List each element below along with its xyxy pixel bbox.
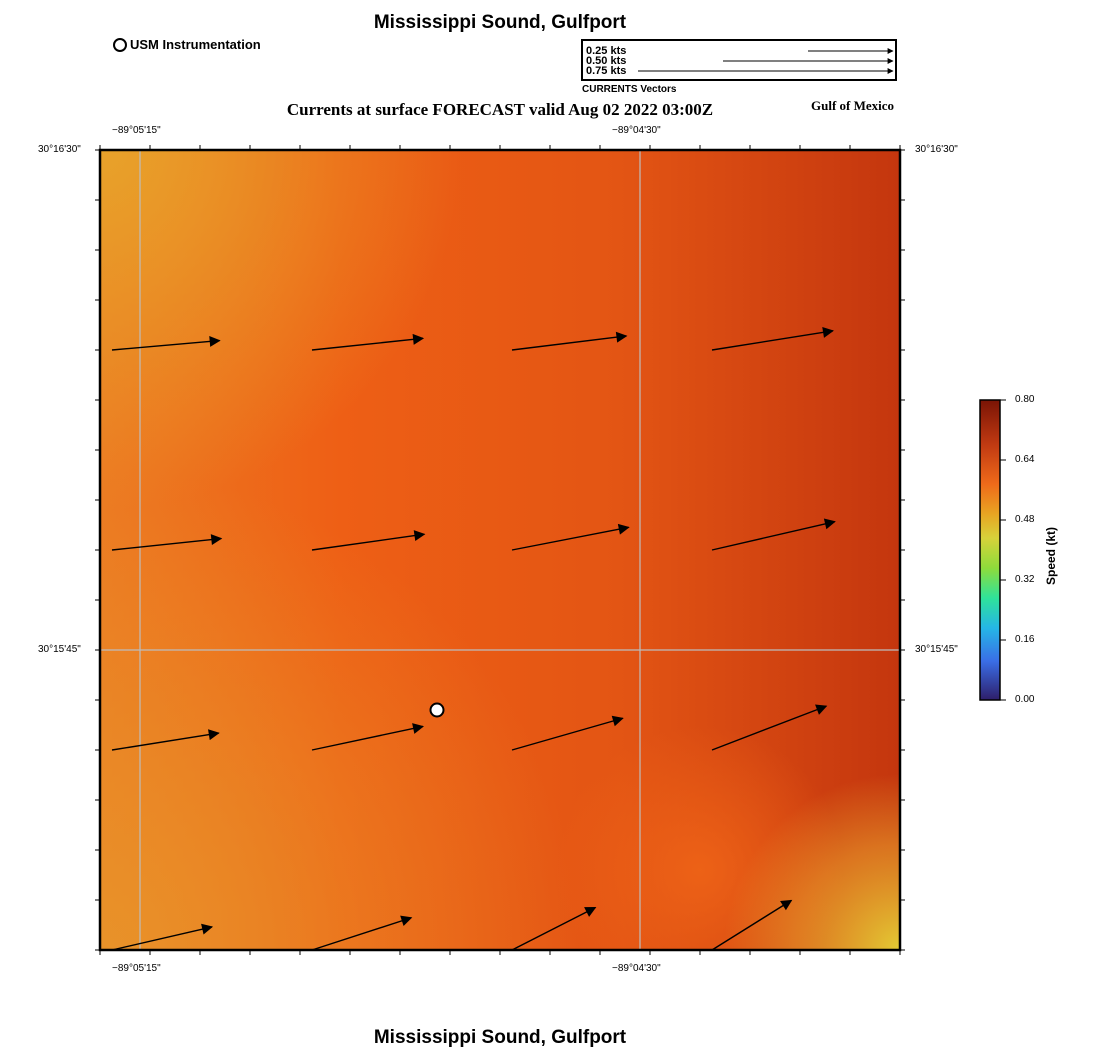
current-vector bbox=[111, 335, 221, 351]
colorbar-tick-label: 0.16 bbox=[1015, 634, 1035, 645]
station-legend-label: USM Instrumentation bbox=[130, 37, 261, 52]
current-vector bbox=[711, 518, 836, 551]
vector-legend-label-1: 0.25 kts bbox=[586, 45, 627, 57]
current-vector bbox=[111, 534, 223, 551]
colorbar bbox=[979, 399, 1006, 701]
current-vector bbox=[311, 333, 425, 351]
current-vector bbox=[311, 915, 413, 951]
current-map[interactable] bbox=[90, 140, 910, 960]
right-lat-label-2: 30°15'45" bbox=[915, 644, 958, 655]
colorbar-tick-label: 0.32 bbox=[1015, 574, 1035, 585]
colorbar-title: Speed (kt) bbox=[1044, 526, 1058, 585]
station-legend: USM Instrumentation bbox=[113, 37, 313, 53]
left-lat-label-2: 30°15'45" bbox=[38, 644, 81, 655]
right-lat-label-1: 30°16'30" bbox=[915, 144, 958, 155]
region-label: Gulf of Mexico bbox=[811, 98, 895, 113]
current-vector bbox=[511, 906, 597, 951]
current-vector bbox=[311, 723, 424, 751]
current-vector bbox=[511, 715, 624, 751]
current-vectors bbox=[111, 326, 836, 951]
left-lat-label-1: 30°16'30" bbox=[38, 144, 81, 155]
current-vector bbox=[311, 530, 426, 551]
current-vector bbox=[711, 326, 834, 351]
colorbar-tick-label: 0.00 bbox=[1015, 694, 1035, 705]
top-lon-label-2: −89°04'30" bbox=[612, 125, 661, 136]
current-vector bbox=[111, 923, 214, 951]
bottom-lon-label-1: −89°05'15" bbox=[112, 963, 161, 974]
station-marker-icon bbox=[113, 38, 127, 52]
map-subtitle: Currents at surface FORECAST valid Aug 0… bbox=[286, 100, 714, 119]
colorbar-tick-label: 0.64 bbox=[1015, 454, 1035, 465]
vector-legend-title: CURRENTS Vectors bbox=[582, 84, 677, 95]
vector-legend: 0.25 kts 0.50 kts 0.75 kts bbox=[581, 39, 897, 81]
top-lon-label-1: −89°05'15" bbox=[112, 125, 161, 136]
current-vector bbox=[111, 729, 220, 751]
vector-legend-arrows bbox=[638, 48, 894, 74]
footer-title: Mississippi Sound, Gulfport bbox=[373, 1027, 627, 1048]
current-vector bbox=[511, 331, 628, 351]
colorbar-tick-label: 0.48 bbox=[1015, 514, 1035, 525]
current-vector bbox=[711, 899, 793, 951]
colorbar-tick-label: 0.80 bbox=[1015, 394, 1035, 405]
vector-legend-label-3: 0.75 kts bbox=[586, 65, 627, 77]
axis-ticks bbox=[95, 145, 905, 955]
bottom-lon-label-2: −89°04'30" bbox=[612, 963, 661, 974]
usm-station-marker[interactable] bbox=[429, 702, 445, 718]
current-vector bbox=[511, 523, 630, 551]
map-title: Mississippi Sound, Gulfport bbox=[373, 12, 627, 33]
colorbar-gradient bbox=[979, 399, 1001, 701]
current-vector bbox=[711, 704, 828, 751]
vector-legend-label-2: 0.50 kts bbox=[586, 55, 627, 67]
